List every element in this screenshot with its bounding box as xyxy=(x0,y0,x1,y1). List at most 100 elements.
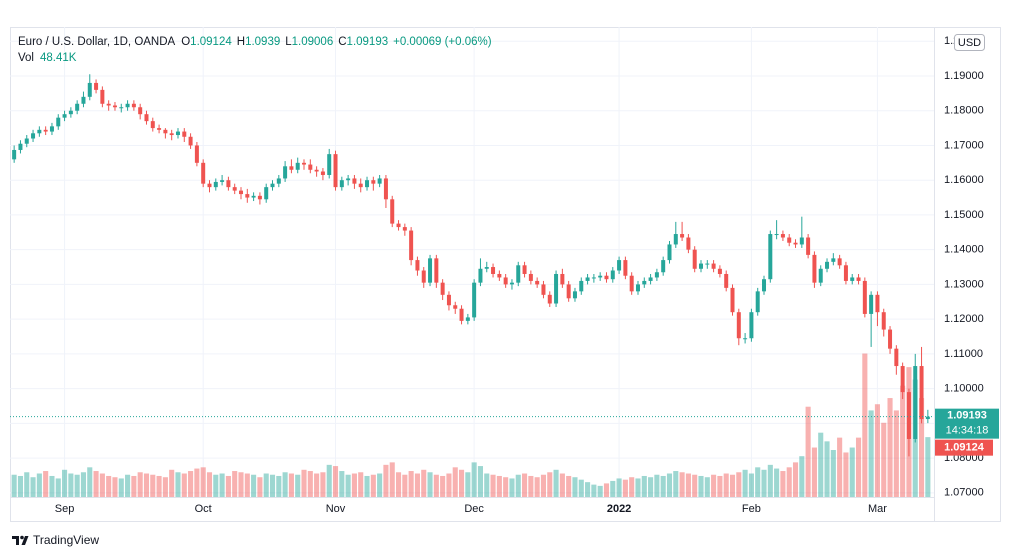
volume-bar xyxy=(269,474,276,497)
volume-bar xyxy=(578,479,584,497)
candle-body xyxy=(680,234,685,238)
candle-body xyxy=(182,131,187,137)
volume-bar xyxy=(225,475,231,497)
y-tick-label: 1.14000 xyxy=(944,244,984,256)
volume-bar xyxy=(496,475,502,497)
x-tick-label: Feb xyxy=(742,503,761,515)
candle-body xyxy=(554,273,559,304)
candle-body xyxy=(831,258,836,262)
volume-bar xyxy=(206,472,213,497)
candle-body xyxy=(358,183,363,188)
y-tick-label: 1.18000 xyxy=(944,105,984,117)
volume-bar xyxy=(131,475,137,497)
candle-body xyxy=(843,265,848,281)
volume-bar xyxy=(326,464,332,497)
candle-body xyxy=(245,194,250,198)
volume-bar xyxy=(484,473,490,497)
candle-body xyxy=(566,284,571,299)
volume-bar xyxy=(534,477,540,497)
volume-bar xyxy=(377,473,383,497)
candle-layer xyxy=(10,74,934,457)
candle-body xyxy=(94,82,99,90)
candle-body xyxy=(894,348,899,367)
candle-body xyxy=(346,178,351,181)
currency-box[interactable] xyxy=(954,34,985,51)
candle-body xyxy=(270,183,275,188)
candle-body xyxy=(327,154,332,175)
c-value: 1.09193 xyxy=(347,36,389,48)
volume-bar xyxy=(137,472,143,497)
volume-bar xyxy=(87,467,93,497)
candle-body xyxy=(541,284,546,295)
candle-body xyxy=(793,242,798,245)
currency[interactable]: USD xyxy=(958,37,981,49)
candle-body xyxy=(787,237,792,243)
volume-value: 48.41K xyxy=(40,52,77,64)
o-value: 1.09124 xyxy=(190,36,232,48)
volume-bar xyxy=(288,473,294,497)
volume-bar xyxy=(43,471,49,497)
candle-body xyxy=(144,114,149,122)
candle-body xyxy=(610,270,615,280)
candle-body xyxy=(308,164,313,170)
volume-bar xyxy=(452,467,458,497)
volume-bar xyxy=(629,477,635,497)
last-price-box xyxy=(935,408,999,439)
brand: TradingView xyxy=(33,533,99,547)
candle-body xyxy=(320,171,325,175)
volume-bar xyxy=(24,472,30,497)
volume-bar xyxy=(566,475,572,497)
candle-body xyxy=(862,280,867,314)
candle-body xyxy=(106,103,111,106)
volume-bar xyxy=(389,462,395,497)
candle-body xyxy=(667,244,672,261)
c-label: C xyxy=(338,36,346,48)
volume-bar xyxy=(761,469,767,497)
candle-body xyxy=(459,308,464,321)
candle-body xyxy=(717,268,722,274)
volume-bar xyxy=(729,474,736,497)
volume-bar xyxy=(156,475,162,497)
volume-bar xyxy=(238,472,244,497)
candle-body xyxy=(629,275,634,292)
volume-bar xyxy=(282,472,288,497)
x-tick-label: Nov xyxy=(326,503,346,515)
candle-body xyxy=(919,366,924,420)
candle-body xyxy=(598,275,603,278)
candle-body xyxy=(906,392,911,439)
candle-body xyxy=(818,268,823,283)
volume-bar xyxy=(314,473,320,497)
volume-bar xyxy=(837,437,843,497)
volume-bar xyxy=(736,472,742,497)
candle-body xyxy=(446,294,451,306)
volume-bar xyxy=(887,398,893,497)
last-price-label: 1.09193 xyxy=(947,410,987,422)
volume-bar xyxy=(106,475,112,497)
volume-bar xyxy=(616,478,622,497)
candle-body xyxy=(100,89,105,104)
volume-bar xyxy=(597,485,603,497)
volume-bar xyxy=(162,477,168,497)
candle-body xyxy=(18,143,23,150)
y-tick-label: 1.13000 xyxy=(944,278,984,290)
candle-body xyxy=(371,180,376,184)
candle-body xyxy=(339,180,344,188)
volume-bar xyxy=(717,475,723,497)
volume-bar xyxy=(427,472,433,497)
volume-bar xyxy=(370,474,376,497)
candle-body xyxy=(157,128,162,130)
y-tick-label: 1.11000 xyxy=(944,348,983,360)
countdown: 14:34:18 xyxy=(946,425,989,437)
candle-body xyxy=(365,180,370,188)
volume-bar xyxy=(17,475,24,497)
volume-bar xyxy=(547,472,553,497)
candle-body xyxy=(56,117,61,127)
volume-bar xyxy=(490,474,496,497)
candle-body xyxy=(654,272,659,278)
volume-bar xyxy=(660,475,666,497)
candle-body xyxy=(81,96,86,104)
volume-bar xyxy=(244,473,250,497)
candle-body xyxy=(289,166,294,170)
volume-bar xyxy=(585,482,591,497)
candle-body xyxy=(692,249,697,269)
